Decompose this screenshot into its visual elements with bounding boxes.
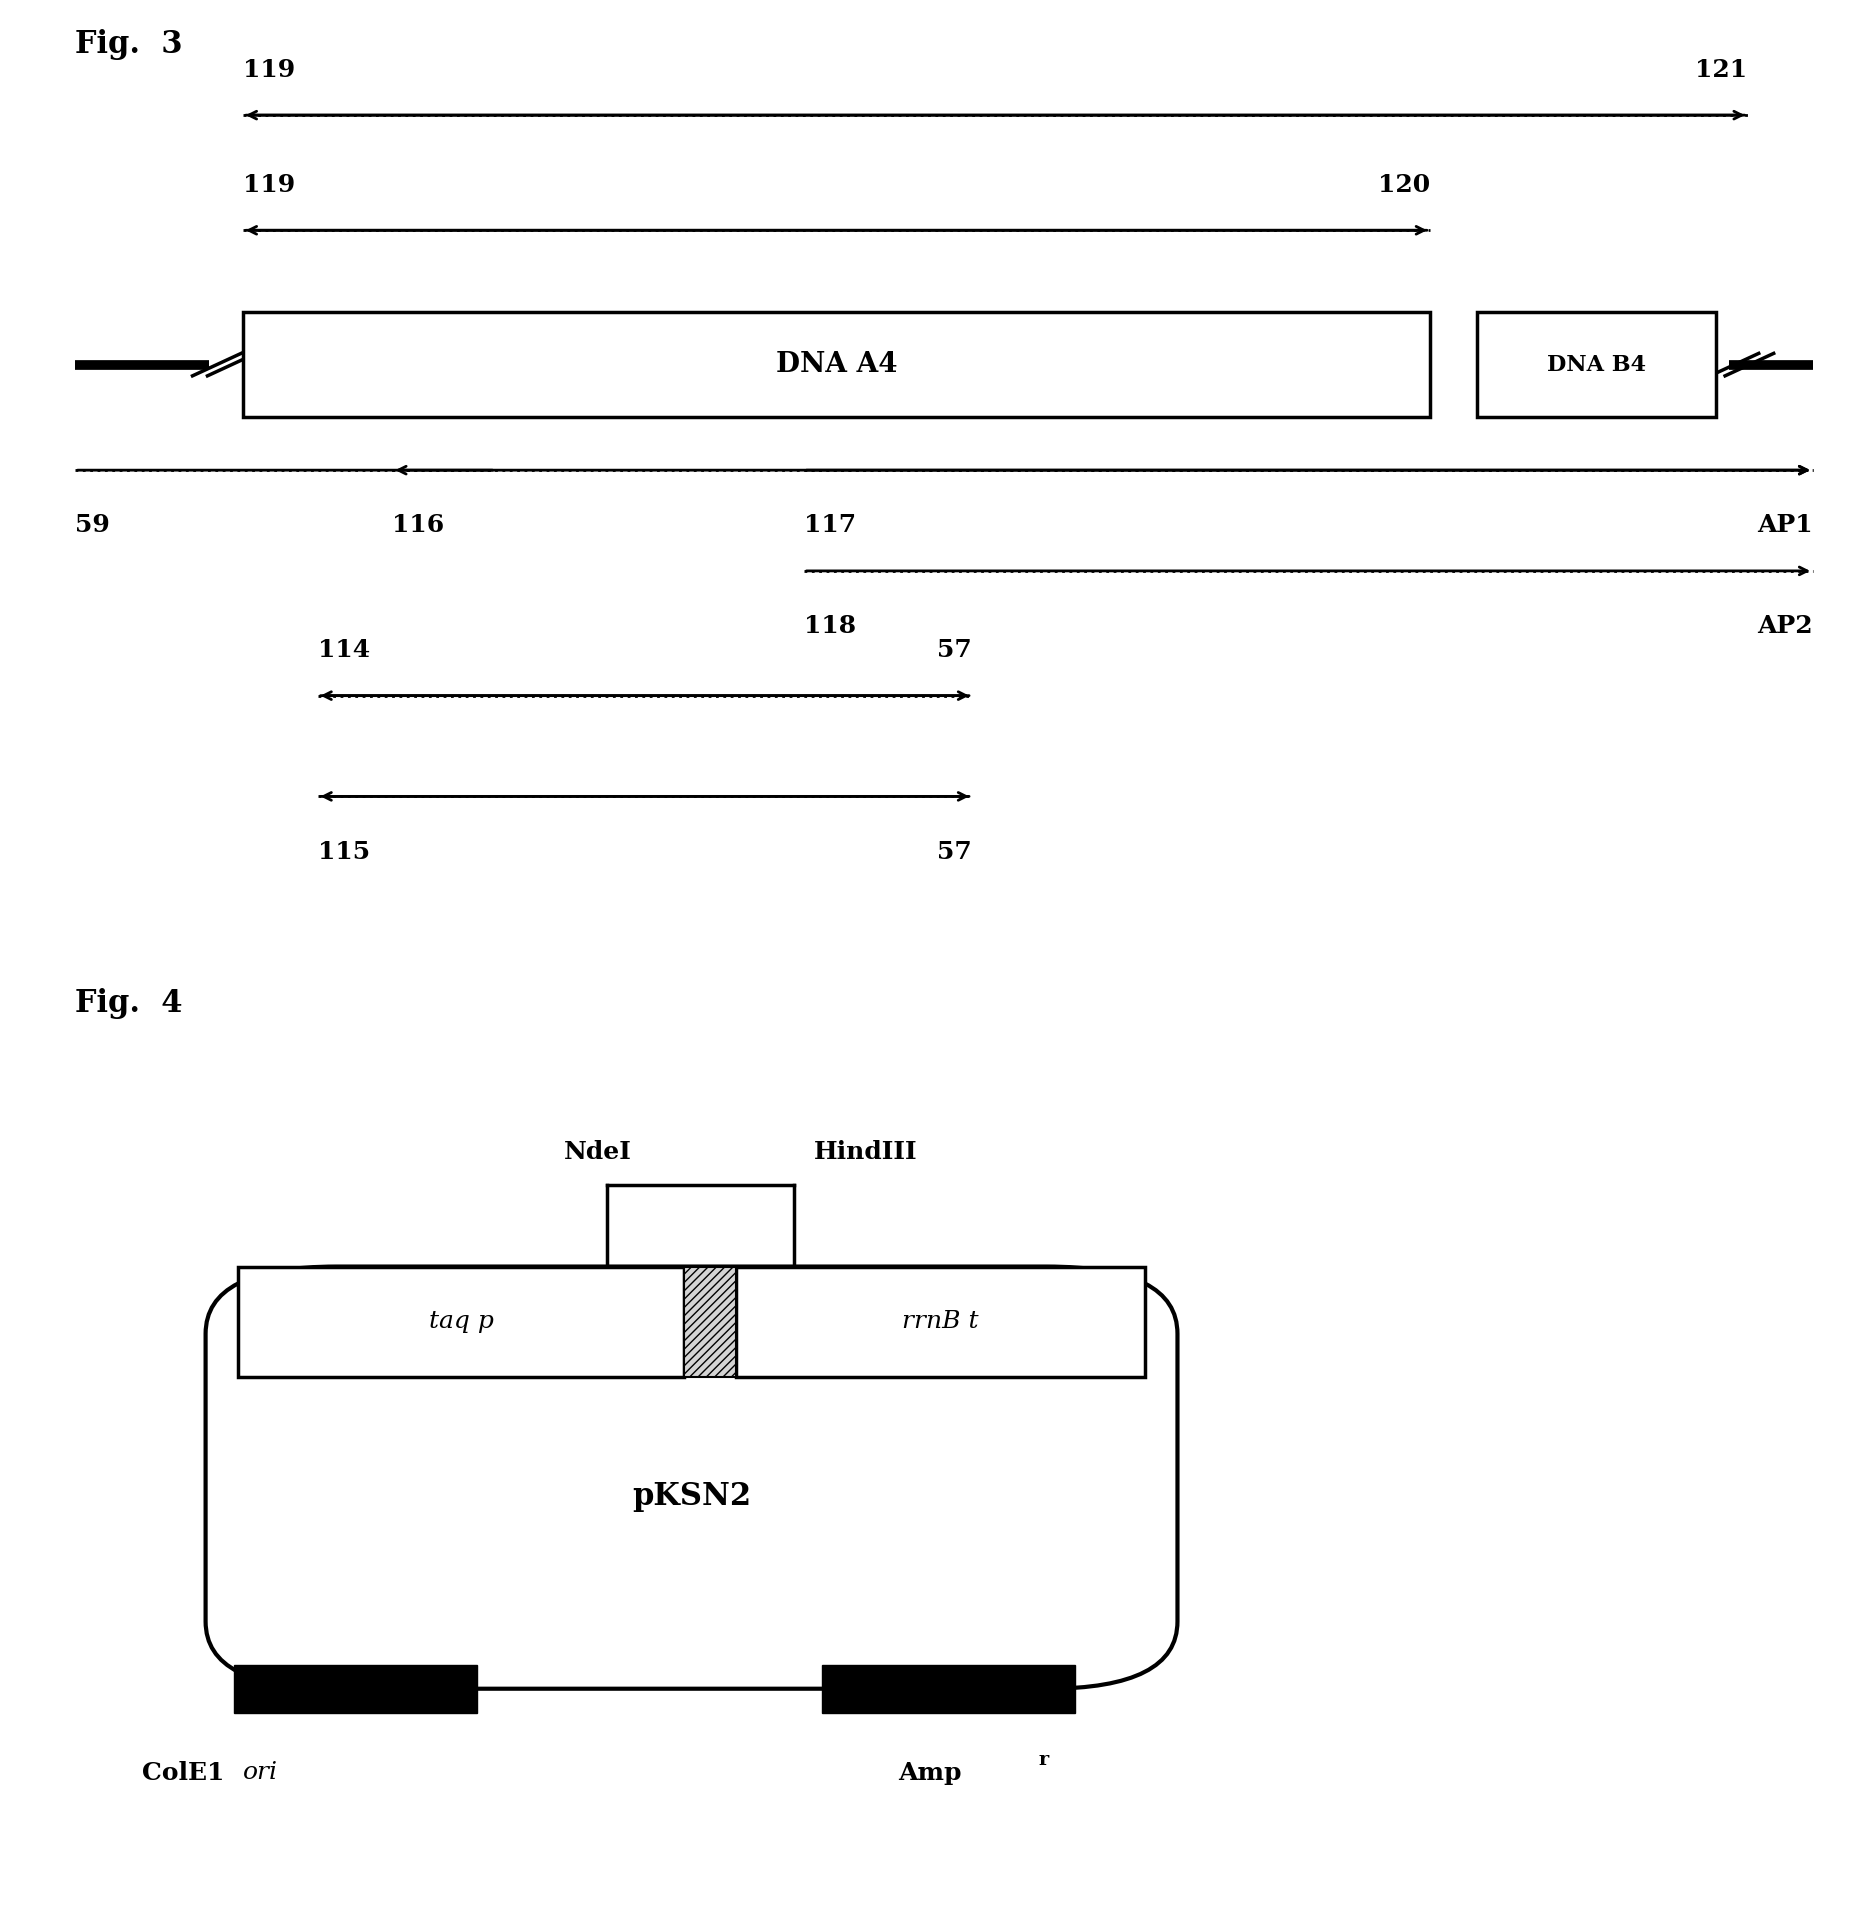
- Text: 117: 117: [804, 512, 856, 537]
- Text: DNA A4: DNA A4: [776, 351, 897, 378]
- Bar: [243, 311, 1430, 416]
- Bar: [1477, 311, 1716, 416]
- Text: 120: 120: [1377, 173, 1430, 196]
- Text: Fig.  4: Fig. 4: [75, 988, 183, 1019]
- Text: 118: 118: [804, 614, 856, 639]
- Text: AP1: AP1: [1757, 512, 1813, 537]
- Text: Amp: Amp: [899, 1762, 961, 1785]
- Text: ColE1: ColE1: [142, 1762, 234, 1785]
- Bar: [239, 1267, 684, 1378]
- Text: rrnB t: rrnB t: [903, 1311, 979, 1334]
- Text: 119: 119: [243, 58, 295, 81]
- Text: 121: 121: [1695, 58, 1748, 81]
- Text: 57: 57: [936, 637, 972, 662]
- Text: 115: 115: [318, 839, 370, 864]
- Text: 59: 59: [75, 512, 110, 537]
- Text: DNA B4: DNA B4: [1548, 353, 1645, 376]
- FancyBboxPatch shape: [206, 1267, 1177, 1689]
- Text: 114: 114: [318, 637, 370, 662]
- Text: pKSN2: pKSN2: [632, 1481, 751, 1512]
- Bar: [736, 1267, 1144, 1378]
- Text: AP2: AP2: [1757, 614, 1813, 639]
- Text: HindIII: HindIII: [813, 1140, 918, 1163]
- Text: ori: ori: [243, 1762, 278, 1783]
- Text: 57: 57: [936, 839, 972, 864]
- Bar: [684, 1267, 736, 1378]
- Bar: [822, 1664, 1075, 1712]
- Text: NdeI: NdeI: [564, 1140, 632, 1163]
- Bar: [234, 1664, 477, 1712]
- Text: Fig.  3: Fig. 3: [75, 29, 183, 59]
- Text: r: r: [1039, 1750, 1049, 1769]
- Text: 119: 119: [243, 173, 295, 196]
- Text: 116: 116: [392, 512, 445, 537]
- Text: taq p: taq p: [428, 1311, 493, 1334]
